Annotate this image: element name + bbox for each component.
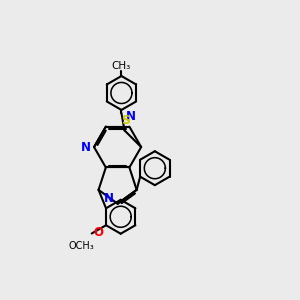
Text: OCH₃: OCH₃ — [68, 241, 94, 251]
Text: S: S — [122, 114, 130, 127]
Text: N: N — [126, 110, 136, 123]
Text: N: N — [104, 192, 114, 205]
Text: O: O — [93, 226, 103, 238]
Text: CH₃: CH₃ — [112, 61, 131, 71]
Text: N: N — [80, 141, 91, 154]
